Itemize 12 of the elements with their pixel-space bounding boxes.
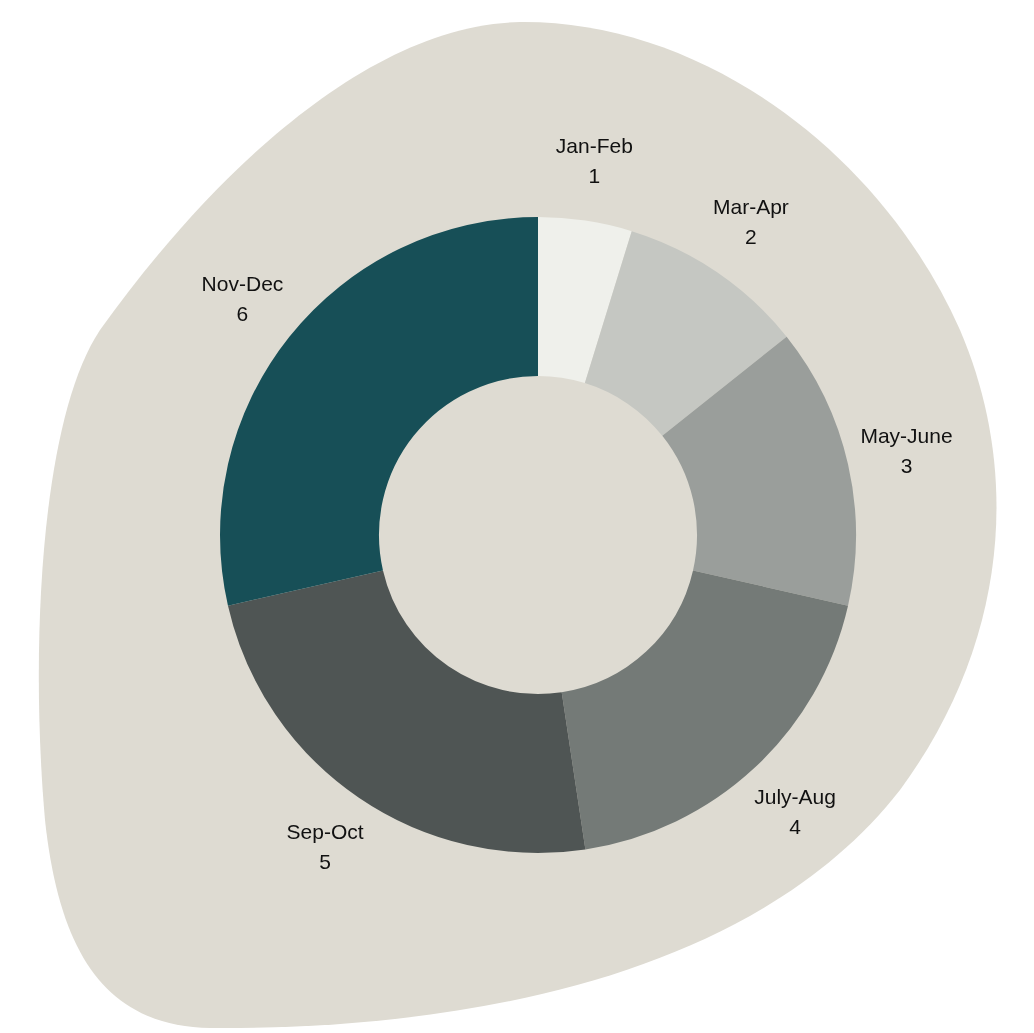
slice-label: May-June [860, 423, 953, 447]
slice-label: Mar-Apr [713, 195, 789, 219]
slice-label: Nov-Dec [201, 272, 284, 296]
slice-label: July-Aug [754, 784, 836, 808]
slice-label: Sep-Oct [286, 820, 364, 844]
data-label: 4 [789, 814, 802, 838]
data-label: 5 [319, 850, 331, 874]
data-label: 3 [900, 453, 913, 477]
slice-label: Jan-Feb [555, 134, 633, 158]
data-label: 1 [588, 164, 601, 188]
data-label: 6 [236, 302, 249, 326]
data-label: 2 [745, 225, 757, 249]
